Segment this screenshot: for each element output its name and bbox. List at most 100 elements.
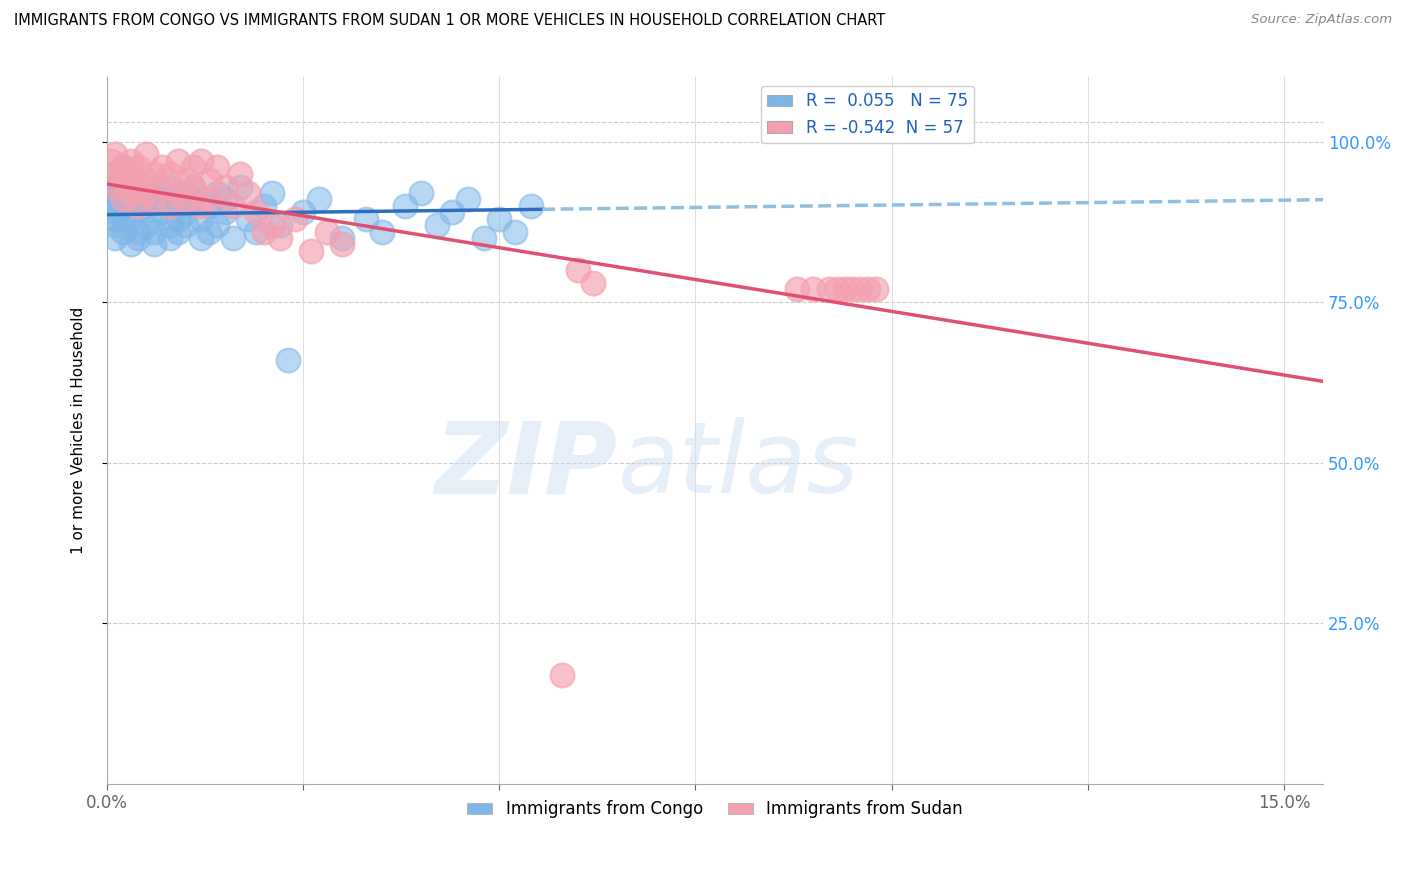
Point — [865, 282, 887, 296]
Point — [245, 225, 267, 239]
Point — [856, 282, 879, 296]
Point — [198, 173, 221, 187]
Point — [159, 199, 181, 213]
Point — [166, 225, 188, 239]
Point — [150, 205, 173, 219]
Point — [503, 225, 526, 239]
Point — [841, 282, 863, 296]
Point — [190, 153, 212, 168]
Point — [104, 179, 127, 194]
Point — [111, 173, 134, 187]
Text: IMMIGRANTS FROM CONGO VS IMMIGRANTS FROM SUDAN 1 OR MORE VEHICLES IN HOUSEHOLD C: IMMIGRANTS FROM CONGO VS IMMIGRANTS FROM… — [14, 13, 886, 29]
Point — [190, 231, 212, 245]
Point — [801, 282, 824, 296]
Point — [111, 186, 134, 200]
Text: ZIP: ZIP — [434, 417, 617, 515]
Point — [174, 205, 197, 219]
Point — [818, 282, 841, 296]
Point — [786, 282, 808, 296]
Point — [135, 173, 157, 187]
Text: atlas: atlas — [617, 417, 859, 515]
Point — [221, 231, 243, 245]
Point — [135, 218, 157, 232]
Point — [111, 225, 134, 239]
Point — [214, 179, 236, 194]
Point — [143, 237, 166, 252]
Point — [127, 205, 149, 219]
Point — [488, 211, 510, 226]
Point — [260, 218, 283, 232]
Point — [519, 199, 541, 213]
Point — [120, 186, 142, 200]
Text: Source: ZipAtlas.com: Source: ZipAtlas.com — [1251, 13, 1392, 27]
Point — [166, 186, 188, 200]
Point — [127, 161, 149, 175]
Point — [111, 199, 134, 213]
Point — [143, 225, 166, 239]
Point — [299, 244, 322, 258]
Point — [111, 193, 134, 207]
Point — [120, 153, 142, 168]
Point — [104, 218, 127, 232]
Point — [127, 231, 149, 245]
Point — [166, 199, 188, 213]
Point — [150, 161, 173, 175]
Point — [150, 186, 173, 200]
Point — [472, 231, 495, 245]
Point — [120, 167, 142, 181]
Point — [127, 225, 149, 239]
Point — [150, 179, 173, 194]
Y-axis label: 1 or more Vehicles in Household: 1 or more Vehicles in Household — [72, 307, 86, 554]
Point — [104, 179, 127, 194]
Point — [229, 179, 252, 194]
Point — [159, 218, 181, 232]
Point — [174, 193, 197, 207]
Point — [159, 231, 181, 245]
Point — [143, 211, 166, 226]
Legend: Immigrants from Congo, Immigrants from Sudan: Immigrants from Congo, Immigrants from S… — [461, 794, 970, 825]
Point — [205, 218, 228, 232]
Point — [135, 179, 157, 194]
Point — [370, 225, 392, 239]
Point — [111, 211, 134, 226]
Point — [120, 193, 142, 207]
Point — [190, 211, 212, 226]
Point — [332, 237, 354, 252]
Point — [849, 282, 872, 296]
Point — [135, 147, 157, 161]
Point — [308, 193, 330, 207]
Point — [104, 205, 127, 219]
Point — [269, 218, 291, 232]
Point — [103, 199, 125, 213]
Point — [551, 667, 574, 681]
Point — [245, 205, 267, 219]
Point — [825, 282, 848, 296]
Point — [111, 161, 134, 175]
Point — [104, 147, 127, 161]
Point — [174, 173, 197, 187]
Point — [457, 193, 479, 207]
Point — [284, 211, 307, 226]
Point — [190, 199, 212, 213]
Point — [253, 199, 276, 213]
Point — [394, 199, 416, 213]
Point — [166, 153, 188, 168]
Point — [174, 186, 197, 200]
Point — [229, 167, 252, 181]
Point — [269, 231, 291, 245]
Point — [221, 199, 243, 213]
Point — [198, 199, 221, 213]
Point — [315, 225, 337, 239]
Point — [198, 193, 221, 207]
Point — [127, 186, 149, 200]
Point — [426, 218, 449, 232]
Point — [276, 353, 298, 368]
Point — [104, 231, 127, 245]
Point — [238, 211, 260, 226]
Point — [159, 179, 181, 194]
Point — [582, 276, 605, 290]
Point — [104, 167, 127, 181]
Point — [159, 167, 181, 181]
Point — [253, 225, 276, 239]
Point — [100, 153, 122, 168]
